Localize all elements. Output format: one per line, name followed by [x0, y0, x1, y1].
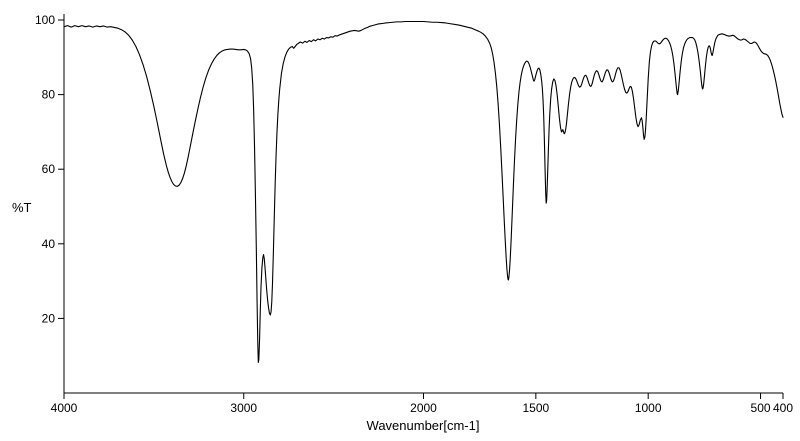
y-axis: 20 40 60 80 100 [35, 13, 65, 393]
y-tick-label: 80 [42, 88, 56, 102]
y-tick-label: 100 [35, 13, 55, 27]
y-tick-label: 40 [42, 237, 56, 251]
x-tick-label: 500 [751, 401, 771, 415]
y-axis-title: %T [12, 200, 32, 215]
x-tick-label: 1500 [522, 401, 549, 415]
x-axis: 4000 3000 2000 1500 1000 500 400 [51, 392, 793, 415]
x-axis-title: Wavenumber[cm-1] [367, 418, 480, 433]
x-tick-label: 1000 [635, 401, 662, 415]
x-tick-label: 400 [773, 401, 793, 415]
y-tick-label: 20 [42, 311, 56, 325]
x-tick-label: 3000 [230, 401, 257, 415]
x-tick-label: 2000 [410, 401, 437, 415]
spectrum-curve [63, 20, 784, 363]
x-tick-label: 4000 [51, 401, 78, 415]
y-tick-label: 60 [42, 162, 56, 176]
